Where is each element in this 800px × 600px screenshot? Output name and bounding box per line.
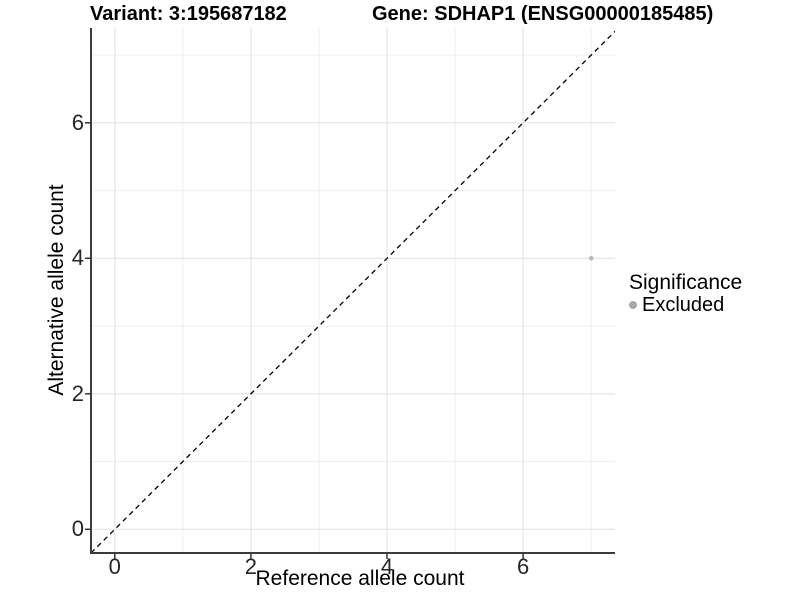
legend-item-excluded: Excluded	[629, 294, 742, 316]
x-tick-label: 2	[244, 554, 258, 579]
identity-reference-line	[91, 30, 615, 553]
plot-title-gene: Gene: SDHAP1 (ENSG00000185485)	[372, 3, 714, 25]
x-tick-label: 6	[516, 554, 530, 579]
legend-title: Significance	[629, 271, 743, 294]
data-point	[588, 255, 594, 261]
y-tick-label: 4	[71, 245, 84, 271]
x-tick-label: 4	[380, 554, 394, 579]
y-tick-label: 6	[71, 109, 84, 135]
legend-point-icon	[629, 301, 637, 309]
legend: Significance Excluded	[629, 271, 742, 316]
x-axis-title: Reference allele count	[255, 567, 465, 590]
y-axis-title: Alternative allele count	[45, 184, 68, 396]
y-tick-label: 2	[71, 380, 84, 406]
x-tick-label: 0	[108, 554, 121, 579]
plot-title-variant: Variant: 3:195687182	[90, 3, 287, 25]
y-tick-label: 0	[71, 516, 84, 542]
legend-item-label: Excluded	[642, 294, 725, 316]
